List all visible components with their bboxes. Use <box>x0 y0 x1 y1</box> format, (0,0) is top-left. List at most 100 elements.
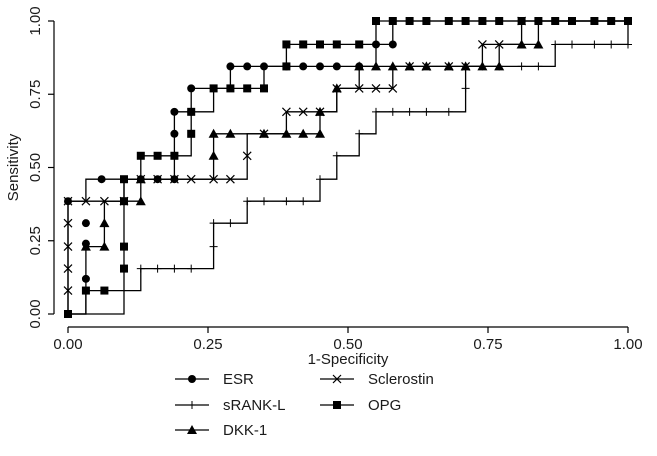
point-opg <box>120 175 128 184</box>
point-opg <box>422 17 431 25</box>
point-sclerostin <box>332 83 342 93</box>
point-opg <box>534 17 543 25</box>
point-sclerostin <box>63 196 73 206</box>
legend-item-esr: ESR <box>175 371 254 388</box>
point-srank-l <box>260 197 268 206</box>
point-srank-l <box>282 197 291 206</box>
point-opg <box>187 129 196 138</box>
point-dkk-1 <box>135 196 146 206</box>
point-sclerostin <box>225 174 235 184</box>
legend-item-opg: OPG <box>320 397 401 414</box>
point-srank-l <box>624 40 632 49</box>
point-opg <box>551 17 560 25</box>
legend-item-sclerostin: Sclerostin <box>320 371 434 388</box>
point-dkk-1 <box>354 61 365 71</box>
point-esr <box>170 107 179 116</box>
point-srank-l <box>153 264 162 273</box>
series-dkk-1 <box>68 20 628 315</box>
x-tick-label: 0.00 <box>53 336 82 353</box>
point-srank-l <box>422 107 431 116</box>
point-srank-l <box>332 151 341 160</box>
point-sclerostin <box>477 40 487 49</box>
point-opg <box>607 17 616 25</box>
point-sclerostin <box>99 196 109 206</box>
legend-item-srank-l: sRANK-L <box>175 397 286 414</box>
point-sclerostin <box>315 107 325 117</box>
point-srank-l <box>534 62 543 71</box>
series-layer <box>63 16 632 318</box>
point-dkk-1 <box>533 39 544 49</box>
point-opg <box>590 17 599 25</box>
point-srank-l <box>170 264 179 273</box>
point-srank-l <box>551 40 560 49</box>
legend-marker-esr <box>188 375 196 383</box>
point-sclerostin <box>281 107 291 117</box>
series-sclerostin <box>63 16 628 314</box>
point-opg <box>120 264 128 273</box>
point-sclerostin <box>259 129 269 139</box>
point-dkk-1 <box>371 61 381 71</box>
point-srank-l <box>187 264 196 273</box>
point-esr <box>97 175 106 184</box>
point-opg <box>170 151 179 160</box>
point-esr <box>187 84 196 93</box>
point-opg <box>64 310 72 318</box>
point-esr <box>81 219 90 228</box>
legend-marker-srank-l <box>188 401 196 409</box>
point-sclerostin <box>169 174 179 184</box>
point-opg <box>81 286 90 295</box>
point-srank-l <box>444 107 453 116</box>
point-sclerostin <box>209 174 219 184</box>
point-srank-l <box>209 242 218 251</box>
point-opg <box>282 40 291 49</box>
point-opg <box>136 151 145 160</box>
point-opg <box>299 40 308 49</box>
point-srank-l <box>568 40 576 49</box>
point-dkk-1 <box>99 218 110 228</box>
series-line-dkk-1 <box>68 20 628 315</box>
point-sclerostin <box>354 83 364 93</box>
series-line-opg <box>68 20 628 315</box>
point-srank-l <box>209 219 218 228</box>
point-opg <box>372 17 380 25</box>
point-sclerostin <box>444 61 454 71</box>
point-opg <box>153 151 162 160</box>
point-opg <box>260 84 268 93</box>
point-sclerostin <box>298 107 308 117</box>
point-esr <box>170 129 179 138</box>
axes: 0.00 0.25 0.50 0.75 1.00 0.00 0.25 0.50 0.75 1.00… <box>5 6 643 368</box>
legend: ESR sRANK-L DKK-1 Sclerostin OPG <box>175 371 434 439</box>
point-sclerostin <box>494 40 504 49</box>
point-opg <box>243 84 252 93</box>
point-esr <box>316 62 324 71</box>
legend-marker-sclerostin <box>332 374 342 384</box>
y-axis-title: Sensitivity <box>5 133 22 201</box>
point-opg <box>332 40 341 49</box>
point-srank-l <box>136 264 145 273</box>
point-opg <box>187 107 196 116</box>
series-srank-l <box>68 21 632 315</box>
point-dkk-1 <box>494 61 505 71</box>
point-dkk-1 <box>80 241 91 251</box>
legend-label-sclerostin: Sclerostin <box>368 371 434 388</box>
point-sclerostin <box>388 83 398 93</box>
series-line-srank-l <box>68 21 629 315</box>
y-tick-label: 0.25 <box>27 226 44 255</box>
series-opg <box>64 17 632 318</box>
point-srank-l <box>590 40 599 49</box>
point-srank-l <box>461 84 470 93</box>
point-opg <box>120 197 128 206</box>
point-dkk-1 <box>99 241 110 251</box>
y-tick-label: 0.00 <box>27 299 44 328</box>
x-tick-label: 0.75 <box>473 336 502 353</box>
legend-label-srank-l: sRANK-L <box>223 397 286 414</box>
point-esr <box>388 40 397 49</box>
point-srank-l <box>316 175 324 184</box>
point-srank-l <box>226 219 235 228</box>
point-sclerostin <box>421 61 431 71</box>
point-srank-l <box>517 62 526 71</box>
legend-label-dkk-1: DKK-1 <box>223 422 267 439</box>
point-dkk-1 <box>298 128 309 138</box>
point-opg <box>388 17 397 25</box>
point-sclerostin <box>63 242 73 252</box>
